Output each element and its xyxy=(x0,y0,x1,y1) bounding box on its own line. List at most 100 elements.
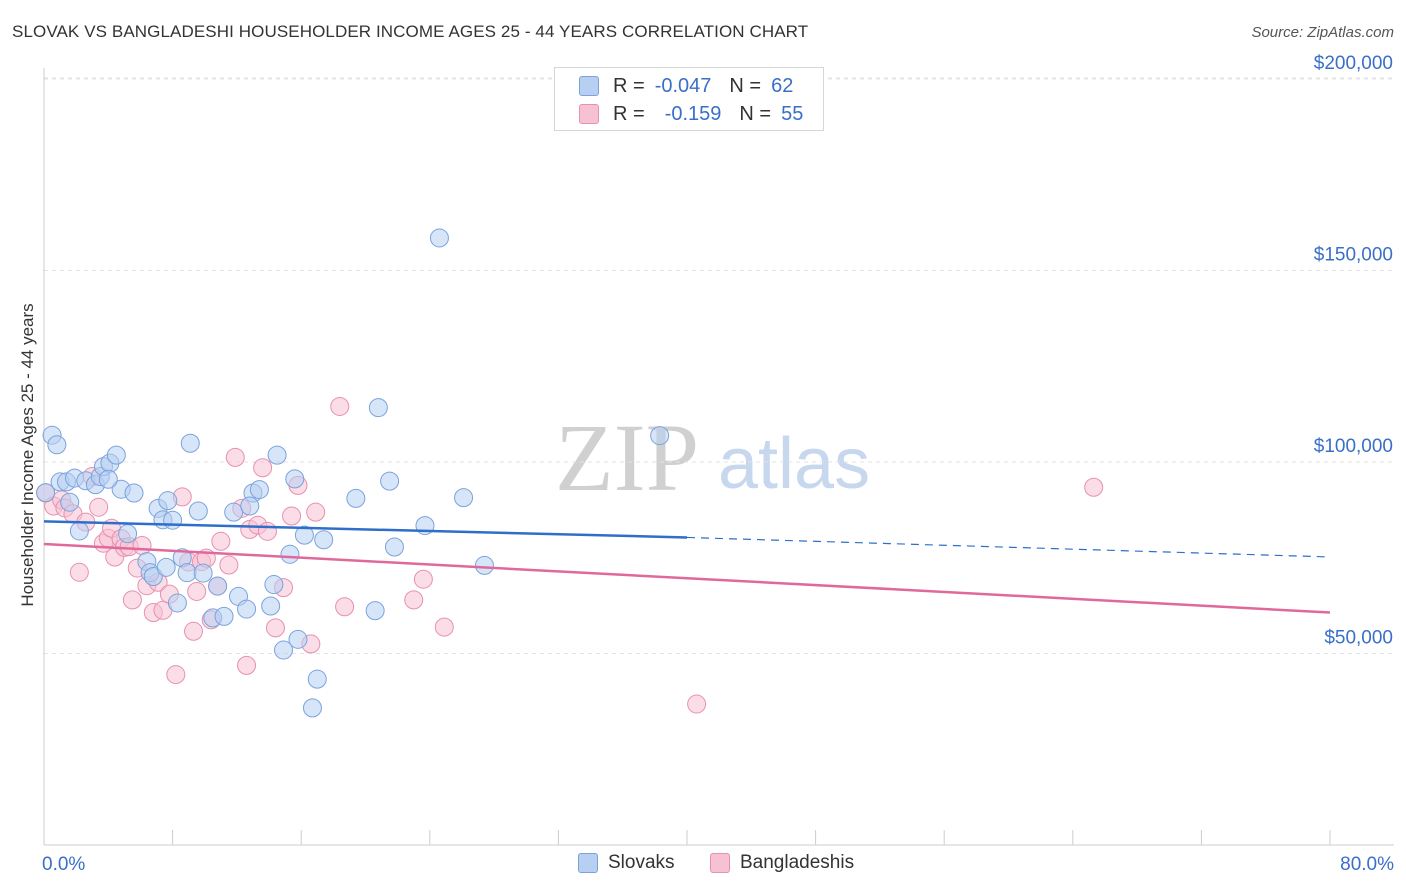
bangladeshi-point xyxy=(183,621,203,641)
slovak-point xyxy=(214,606,234,626)
legend-item-bangladeshis: Bangladeshis xyxy=(710,852,854,874)
slovak-trend-line xyxy=(43,520,688,539)
slovak-point xyxy=(60,492,80,512)
slovak-point xyxy=(36,483,56,503)
r-label: R = xyxy=(613,102,645,125)
slovak-point xyxy=(240,496,260,516)
bangladeshi-point xyxy=(306,502,326,522)
bangladeshi-point xyxy=(187,581,207,601)
bangladeshi-point xyxy=(225,447,245,467)
bangladeshi-point xyxy=(257,521,277,541)
y-tick-label: $200,000 xyxy=(1314,53,1393,74)
slovak-trend-extension xyxy=(686,536,1331,558)
bangladeshi-trend-line xyxy=(43,542,1331,614)
slovak-point xyxy=(288,629,308,649)
slovak-legend-swatch xyxy=(578,853,598,873)
n-value: 55 xyxy=(781,102,804,125)
slovak-point xyxy=(346,488,366,508)
slovak-legend-label: Slovaks xyxy=(608,852,675,873)
slovak-point xyxy=(294,525,314,545)
slovak-point xyxy=(143,567,163,587)
slovak-point xyxy=(365,601,385,621)
slovak-point xyxy=(264,575,284,595)
slovak-point xyxy=(158,491,178,511)
x-tick-label-min: 0.0% xyxy=(42,854,85,875)
bangladeshi-point xyxy=(687,694,707,714)
n-label: N = xyxy=(729,74,762,97)
slovak-point xyxy=(224,502,244,522)
bangladeshi-legend-swatch xyxy=(710,853,730,873)
bangladeshi-point xyxy=(404,590,424,610)
y-tick-label: $100,000 xyxy=(1314,436,1393,457)
slovak-point xyxy=(193,563,213,583)
bangladeshi-point xyxy=(265,618,285,638)
slovak-point xyxy=(163,510,183,530)
bangladeshi-point xyxy=(237,655,257,675)
slovak-point xyxy=(380,471,400,491)
slovak-point xyxy=(302,698,322,718)
slovak-point xyxy=(368,398,388,418)
r-value: -0.047 xyxy=(654,74,712,97)
n-label: N = xyxy=(739,102,772,125)
slovak-point xyxy=(429,228,449,248)
axes xyxy=(43,68,1394,846)
slovak-point xyxy=(384,537,404,557)
bangladeshi-swatch xyxy=(579,104,599,124)
bangladeshi-point xyxy=(1084,477,1104,497)
slovak-point xyxy=(177,563,197,583)
slovak-point xyxy=(208,576,228,596)
slovak-point xyxy=(261,596,281,616)
slovak-point xyxy=(237,599,257,619)
slovak-point xyxy=(167,593,187,613)
y-tick-labels: $50,000 $100,000 $150,000 $200,000 xyxy=(1314,53,1393,649)
n-value: 62 xyxy=(771,74,794,97)
correlation-legend: R = -0.047 N = 62 R = -0.159 N = 55 xyxy=(554,67,824,131)
watermark-atlas: atlas xyxy=(718,424,870,504)
slovak-point xyxy=(280,544,300,564)
slovak-point xyxy=(118,524,138,544)
slovak-swatch xyxy=(579,76,599,96)
bangladeshi-point xyxy=(89,497,109,517)
bangladeshi-point xyxy=(335,597,355,617)
bangladeshi-point xyxy=(132,535,152,555)
bangladeshi-point xyxy=(219,555,239,575)
slovak-point xyxy=(188,501,208,521)
y-tick-label: $50,000 xyxy=(1324,628,1393,649)
slovak-point xyxy=(650,426,670,446)
slovak-point xyxy=(124,483,144,503)
bangladeshi-legend-label: Bangladeshis xyxy=(740,852,855,873)
bangladeshi-point xyxy=(69,562,89,582)
bangladeshi-point xyxy=(434,617,454,637)
grid-lines xyxy=(44,77,1394,654)
bangladeshi-point xyxy=(253,458,273,478)
slovak-point xyxy=(474,555,494,575)
r-value: -0.159 xyxy=(664,102,722,125)
chart-title: SLOVAK VS BANGLADESHI HOUSEHOLDER INCOME… xyxy=(12,22,809,41)
slovak-point xyxy=(156,557,176,577)
bangladeshi-point xyxy=(211,531,231,551)
y-tick-label: $150,000 xyxy=(1314,245,1393,266)
r-label: R = xyxy=(613,74,645,97)
trend-lines xyxy=(43,520,1331,614)
slovak-point xyxy=(285,469,305,489)
slovak-point xyxy=(307,669,327,689)
source-label: Source: ZipAtlas.com xyxy=(1251,24,1394,41)
slovak-point xyxy=(454,488,474,508)
slovak-point xyxy=(314,530,334,550)
slovak-point xyxy=(274,640,294,660)
legend-row-bangladeshis: R = -0.159 N = 55 xyxy=(579,100,803,128)
legend-row-slovaks: R = -0.047 N = 62 xyxy=(579,72,793,100)
bangladeshi-point xyxy=(413,569,433,589)
slovak-point xyxy=(106,445,126,465)
bangladeshi-point xyxy=(330,396,350,416)
slovak-point xyxy=(249,480,269,500)
slovak-point xyxy=(98,469,118,489)
slovak-point xyxy=(267,445,287,465)
bangladeshi-point xyxy=(122,590,142,610)
bangladeshi-point xyxy=(166,665,186,685)
slovak-point xyxy=(69,521,89,541)
slovak-point xyxy=(47,435,67,455)
slovak-point xyxy=(180,433,200,453)
bangladeshi-point xyxy=(282,506,302,526)
